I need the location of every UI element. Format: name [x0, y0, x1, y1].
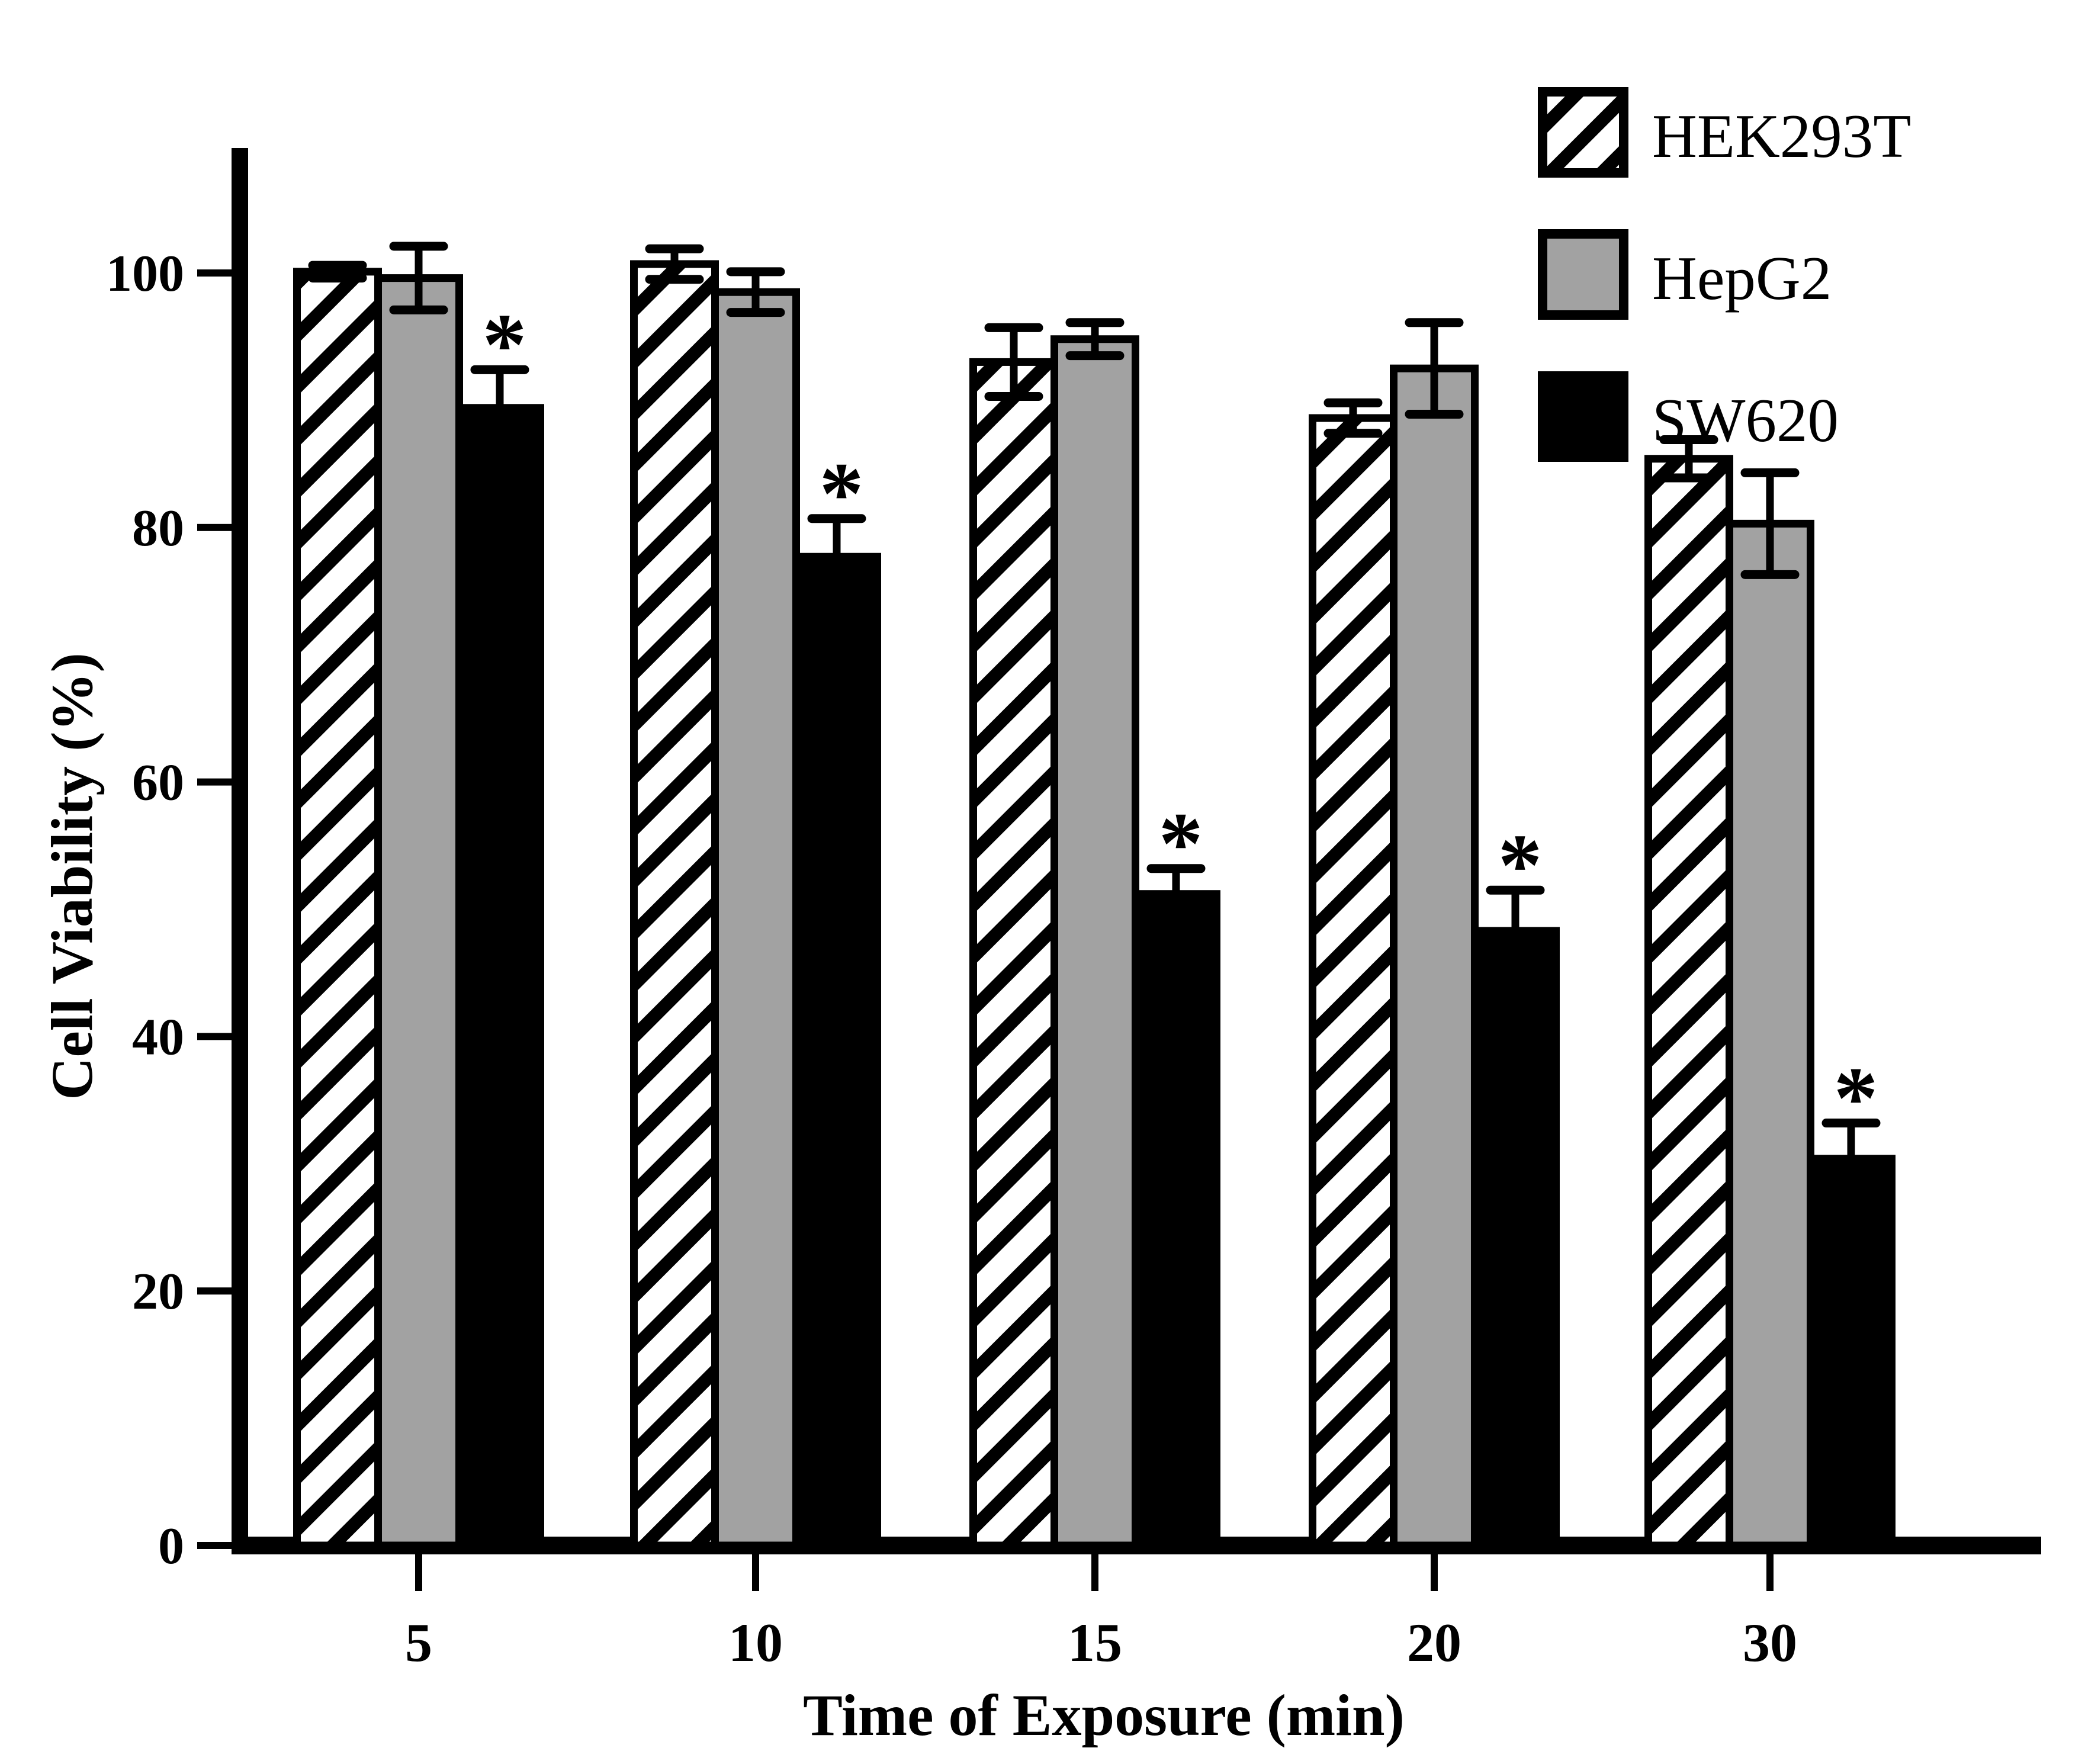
x-tick-5 — [415, 1554, 422, 1591]
y-tick-label-20: 20 — [132, 1263, 184, 1320]
bar-HepG2-15min — [1050, 335, 1139, 1550]
legend-label-HEK293T: HEK293T — [1652, 101, 1911, 171]
x-tick-label-30: 30 — [1743, 1612, 1797, 1673]
bar-HEK293T-30min — [1644, 455, 1733, 1550]
bar-SW620-30min — [1807, 1155, 1896, 1550]
x-tick-label-20: 20 — [1407, 1612, 1461, 1673]
y-tick-0 — [197, 1542, 232, 1549]
bar-HEK293T-15min — [969, 358, 1058, 1550]
legend-swatch-HepG2 — [1538, 229, 1628, 320]
bar-HEK293T-20min — [1309, 414, 1398, 1550]
y-tick-label-40: 40 — [132, 1008, 184, 1066]
bar-HepG2-5min — [374, 274, 463, 1550]
legend-swatch-HEK293T — [1538, 87, 1628, 178]
bar-HEK293T-10min — [630, 260, 719, 1550]
x-tick-label-10: 10 — [728, 1612, 783, 1673]
y-tick-label-60: 60 — [132, 754, 184, 812]
bar-SW620-20min — [1471, 927, 1560, 1550]
y-axis-title: Cell Viability (%) — [39, 653, 105, 1100]
bar-HEK293T-5min — [293, 268, 382, 1550]
x-tick-10 — [752, 1554, 759, 1591]
x-tick-15 — [1091, 1554, 1098, 1591]
bar-SW620-10min — [792, 552, 881, 1550]
significance-star-SW620-15min: * — [1159, 795, 1203, 893]
y-tick-label-100: 100 — [106, 245, 184, 303]
y-tick-label-80: 80 — [132, 500, 184, 557]
significance-star-SW620-10min: * — [820, 445, 864, 543]
bar-SW620-5min — [455, 404, 544, 1550]
significance-star-SW620-30min: * — [1834, 1049, 1878, 1148]
legend-label-SW620: SW620 — [1652, 385, 1839, 455]
y-tick-40 — [197, 1033, 232, 1040]
x-tick-label-5: 5 — [405, 1612, 432, 1673]
y-tick-20 — [197, 1287, 232, 1295]
bar-SW620-15min — [1132, 890, 1220, 1550]
plot-area: 0 20 40 60 80 100 5 10 15 20 30 * * * * * — [106, 148, 2041, 1673]
x-tick-label-15: 15 — [1068, 1612, 1122, 1673]
legend: HEK293T HepG2 SW620 — [1538, 87, 1911, 462]
y-tick-100 — [197, 269, 232, 277]
legend-swatch-SW620 — [1538, 371, 1628, 462]
significance-star-SW620-5min: * — [483, 295, 527, 394]
x-tick-30 — [1766, 1554, 1774, 1591]
x-tick-20 — [1431, 1554, 1438, 1591]
significance-star-SW620-20min: * — [1498, 816, 1543, 914]
bar-HepG2-10min — [711, 288, 800, 1550]
y-axis-line — [232, 148, 248, 1554]
y-tick-label-0: 0 — [158, 1518, 184, 1575]
legend-label-HepG2: HepG2 — [1652, 243, 1832, 313]
bar-HepG2-20min — [1390, 364, 1479, 1550]
x-axis-title: Time of Exposure (min) — [803, 1682, 1405, 1748]
bar-HepG2-30min — [1726, 519, 1814, 1550]
y-tick-80 — [197, 523, 232, 531]
y-tick-60 — [197, 778, 232, 786]
